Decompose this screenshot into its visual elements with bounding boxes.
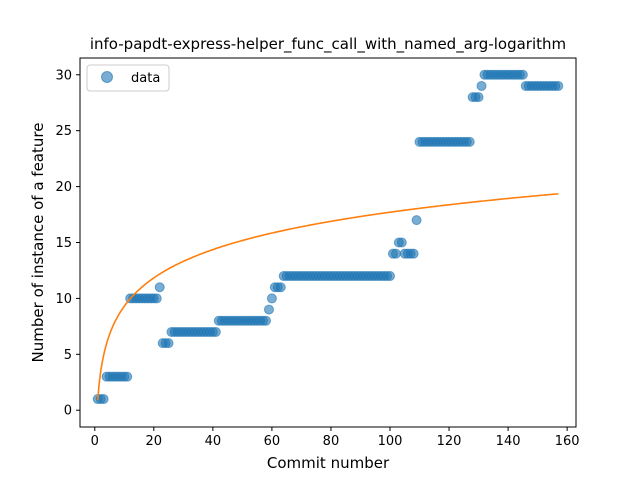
x-tick-label: 80	[323, 434, 340, 449]
data-point	[385, 271, 395, 282]
data-point	[473, 92, 484, 103]
y-tick-label: 0	[64, 404, 72, 419]
data-point	[411, 215, 422, 226]
data-point	[98, 394, 109, 405]
x-tick-label: 60	[264, 434, 281, 449]
y-tick-label: 10	[55, 292, 72, 307]
data-point	[408, 248, 419, 259]
legend-label-data: data	[131, 71, 160, 86]
data-point	[464, 136, 475, 147]
legend: data	[86, 64, 170, 92]
x-tick-label: 40	[205, 434, 222, 449]
data-point	[210, 326, 221, 337]
x-tick-label: 140	[496, 434, 521, 449]
y-axis-label: Number of instance of a feature	[29, 123, 47, 363]
data-point	[122, 371, 133, 382]
y-tick-label: 5	[64, 348, 72, 363]
data-point	[390, 248, 401, 259]
legend-marker-data	[101, 71, 113, 83]
x-tick-label: 120	[437, 434, 462, 449]
data-point	[275, 282, 286, 293]
x-tick-label: 100	[378, 434, 403, 449]
x-tick-label: 20	[146, 434, 163, 449]
y-tick-label: 20	[55, 180, 72, 195]
data-point	[476, 80, 487, 91]
data-point	[553, 80, 564, 91]
y-tick-label: 25	[55, 124, 72, 139]
chart-title: info-papdt-express-helper_func_call_with…	[90, 35, 566, 54]
ticks-layer: 0 20 40 60 80 100 120 140 160 0 5 10 15 20 25 30	[55, 68, 579, 449]
x-tick-label: 0	[91, 434, 99, 449]
x-tick-label: 160	[555, 434, 580, 449]
data-point	[163, 338, 174, 349]
y-tick-label: 30	[55, 68, 72, 83]
data-point	[266, 293, 277, 304]
data-point	[154, 282, 165, 293]
y-tick-label: 15	[55, 236, 72, 251]
data-point	[261, 315, 271, 326]
data-point	[263, 304, 274, 315]
data-point	[517, 69, 528, 80]
data-point	[396, 237, 407, 248]
plot-layer	[92, 69, 564, 405]
x-axis-label: Commit number	[267, 454, 390, 472]
data-point	[151, 293, 162, 304]
fit-line	[96, 193, 559, 401]
